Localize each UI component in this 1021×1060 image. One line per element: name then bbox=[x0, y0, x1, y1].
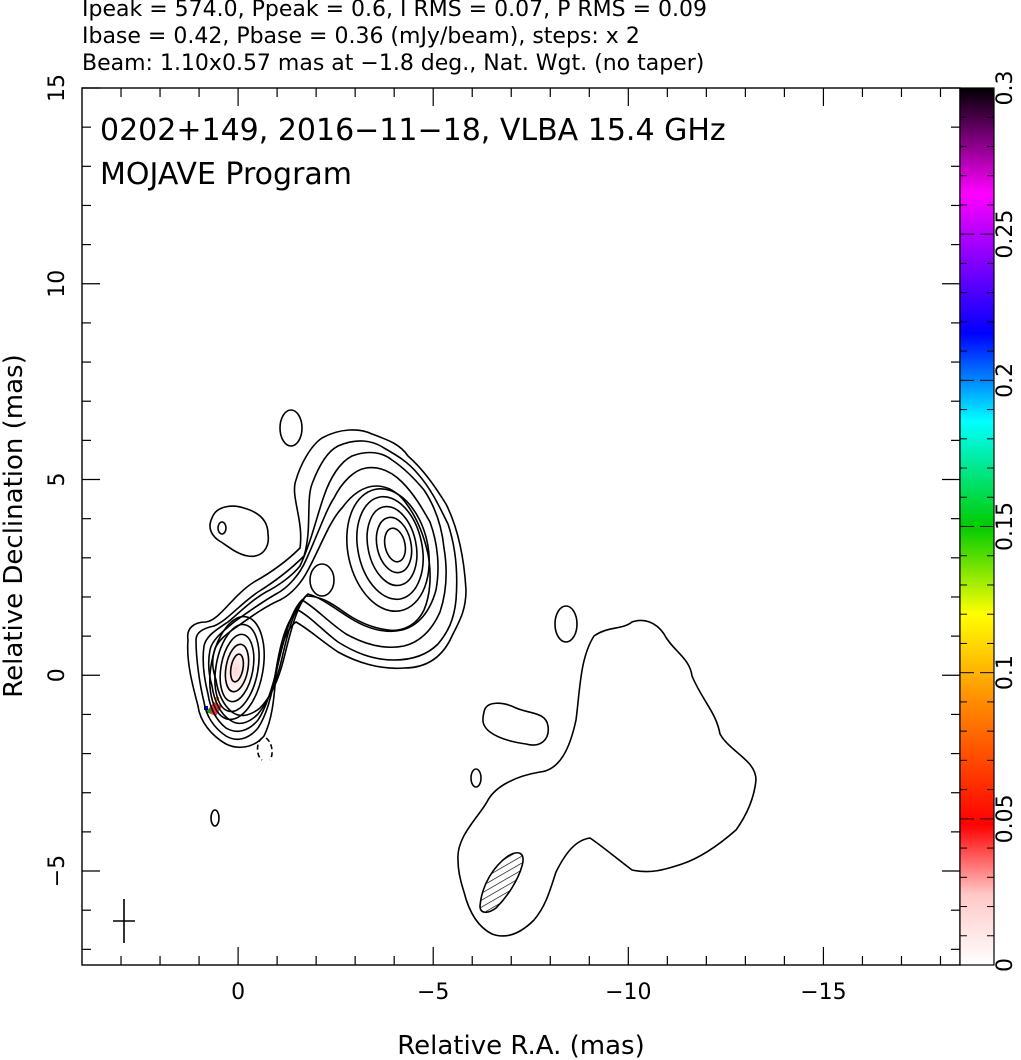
contours bbox=[113, 409, 757, 943]
header-line-1: Ipeak = 574.0, Ppeak = 0.6, I RMS = 0.07… bbox=[82, 0, 707, 22]
blob-mid bbox=[482, 702, 550, 746]
x-tick-label: 0 bbox=[231, 980, 245, 1005]
cb-tick-label: 0.25 bbox=[993, 210, 1018, 259]
contour-3 bbox=[202, 451, 447, 733]
contour-outer bbox=[186, 429, 467, 749]
cb-tick-label: 0.15 bbox=[993, 502, 1018, 551]
tick-labels: 0 −5 −10 −15 −5 0 5 10 15 bbox=[45, 74, 847, 1005]
chart-title: 0202+149, 2016−11−18, VLBA 15.4 GHz bbox=[100, 113, 726, 148]
y-tick-label: 10 bbox=[45, 270, 70, 298]
core-contour-5 bbox=[229, 653, 245, 683]
blob-right-small bbox=[554, 605, 578, 643]
contour-4 bbox=[207, 466, 439, 725]
jet-contour-1 bbox=[346, 487, 430, 613]
cb-tick-label: 0.05 bbox=[993, 794, 1018, 843]
blob-top bbox=[279, 409, 303, 447]
cb-tick-label: 0.3 bbox=[993, 71, 1018, 106]
blob-tiny bbox=[470, 768, 482, 788]
cb-tick-label: 0 bbox=[993, 958, 1018, 972]
jet-contour-4 bbox=[375, 516, 413, 574]
blob-left-inner bbox=[217, 521, 227, 535]
core-contour-2 bbox=[214, 623, 260, 713]
colorbar-labels: 0 0.05 0.1 0.15 0.2 0.25 0.3 bbox=[993, 71, 1018, 973]
y-tick-label: −5 bbox=[45, 855, 70, 887]
y-tick-label: 0 bbox=[45, 668, 70, 682]
plot-frame bbox=[81, 87, 961, 966]
contour-diffuse bbox=[457, 619, 757, 937]
blob-dashed bbox=[256, 737, 273, 761]
x-tick-label: −15 bbox=[800, 980, 846, 1005]
colorbar-ticks bbox=[960, 87, 994, 966]
core-orange-pixel bbox=[215, 697, 219, 701]
colorbar: 0 0.05 0.1 0.15 0.2 0.25 0.3 bbox=[959, 71, 1018, 973]
core-contour-1 bbox=[209, 615, 265, 721]
blob-left bbox=[209, 505, 270, 558]
blob-small-lower bbox=[210, 809, 220, 827]
y-axis-label: Relative Declination (mas) bbox=[0, 354, 29, 697]
jet-side-contour bbox=[309, 563, 335, 597]
cb-tick-label: 0.2 bbox=[993, 363, 1018, 398]
jet-contour-5 bbox=[383, 527, 407, 563]
y-tick-label: 15 bbox=[45, 74, 70, 102]
x-tick-label: −10 bbox=[605, 980, 651, 1005]
contour-5 bbox=[211, 485, 431, 717]
core-contour-4 bbox=[224, 643, 250, 693]
core-contour-3 bbox=[219, 633, 255, 703]
x-axis-label: Relative R.A. (mas) bbox=[397, 1031, 644, 1060]
chart-subtitle: MOJAVE Program bbox=[100, 157, 352, 192]
cb-tick-label: 0.1 bbox=[993, 655, 1018, 690]
axis-ticks bbox=[82, 87, 960, 965]
x-tick-label: −5 bbox=[417, 980, 449, 1005]
header-line-2: Ibase = 0.42, Pbase = 0.36 (mJy/beam), s… bbox=[82, 24, 640, 49]
core-green-pixel bbox=[207, 709, 211, 713]
y-tick-label: 5 bbox=[45, 473, 70, 487]
jet-contour-2 bbox=[356, 495, 424, 601]
jet-contour-3 bbox=[366, 505, 418, 587]
header-line-3: Beam: 1.10x0.57 mas at −1.8 deg., Nat. W… bbox=[82, 51, 705, 76]
hatched-region bbox=[479, 852, 524, 914]
